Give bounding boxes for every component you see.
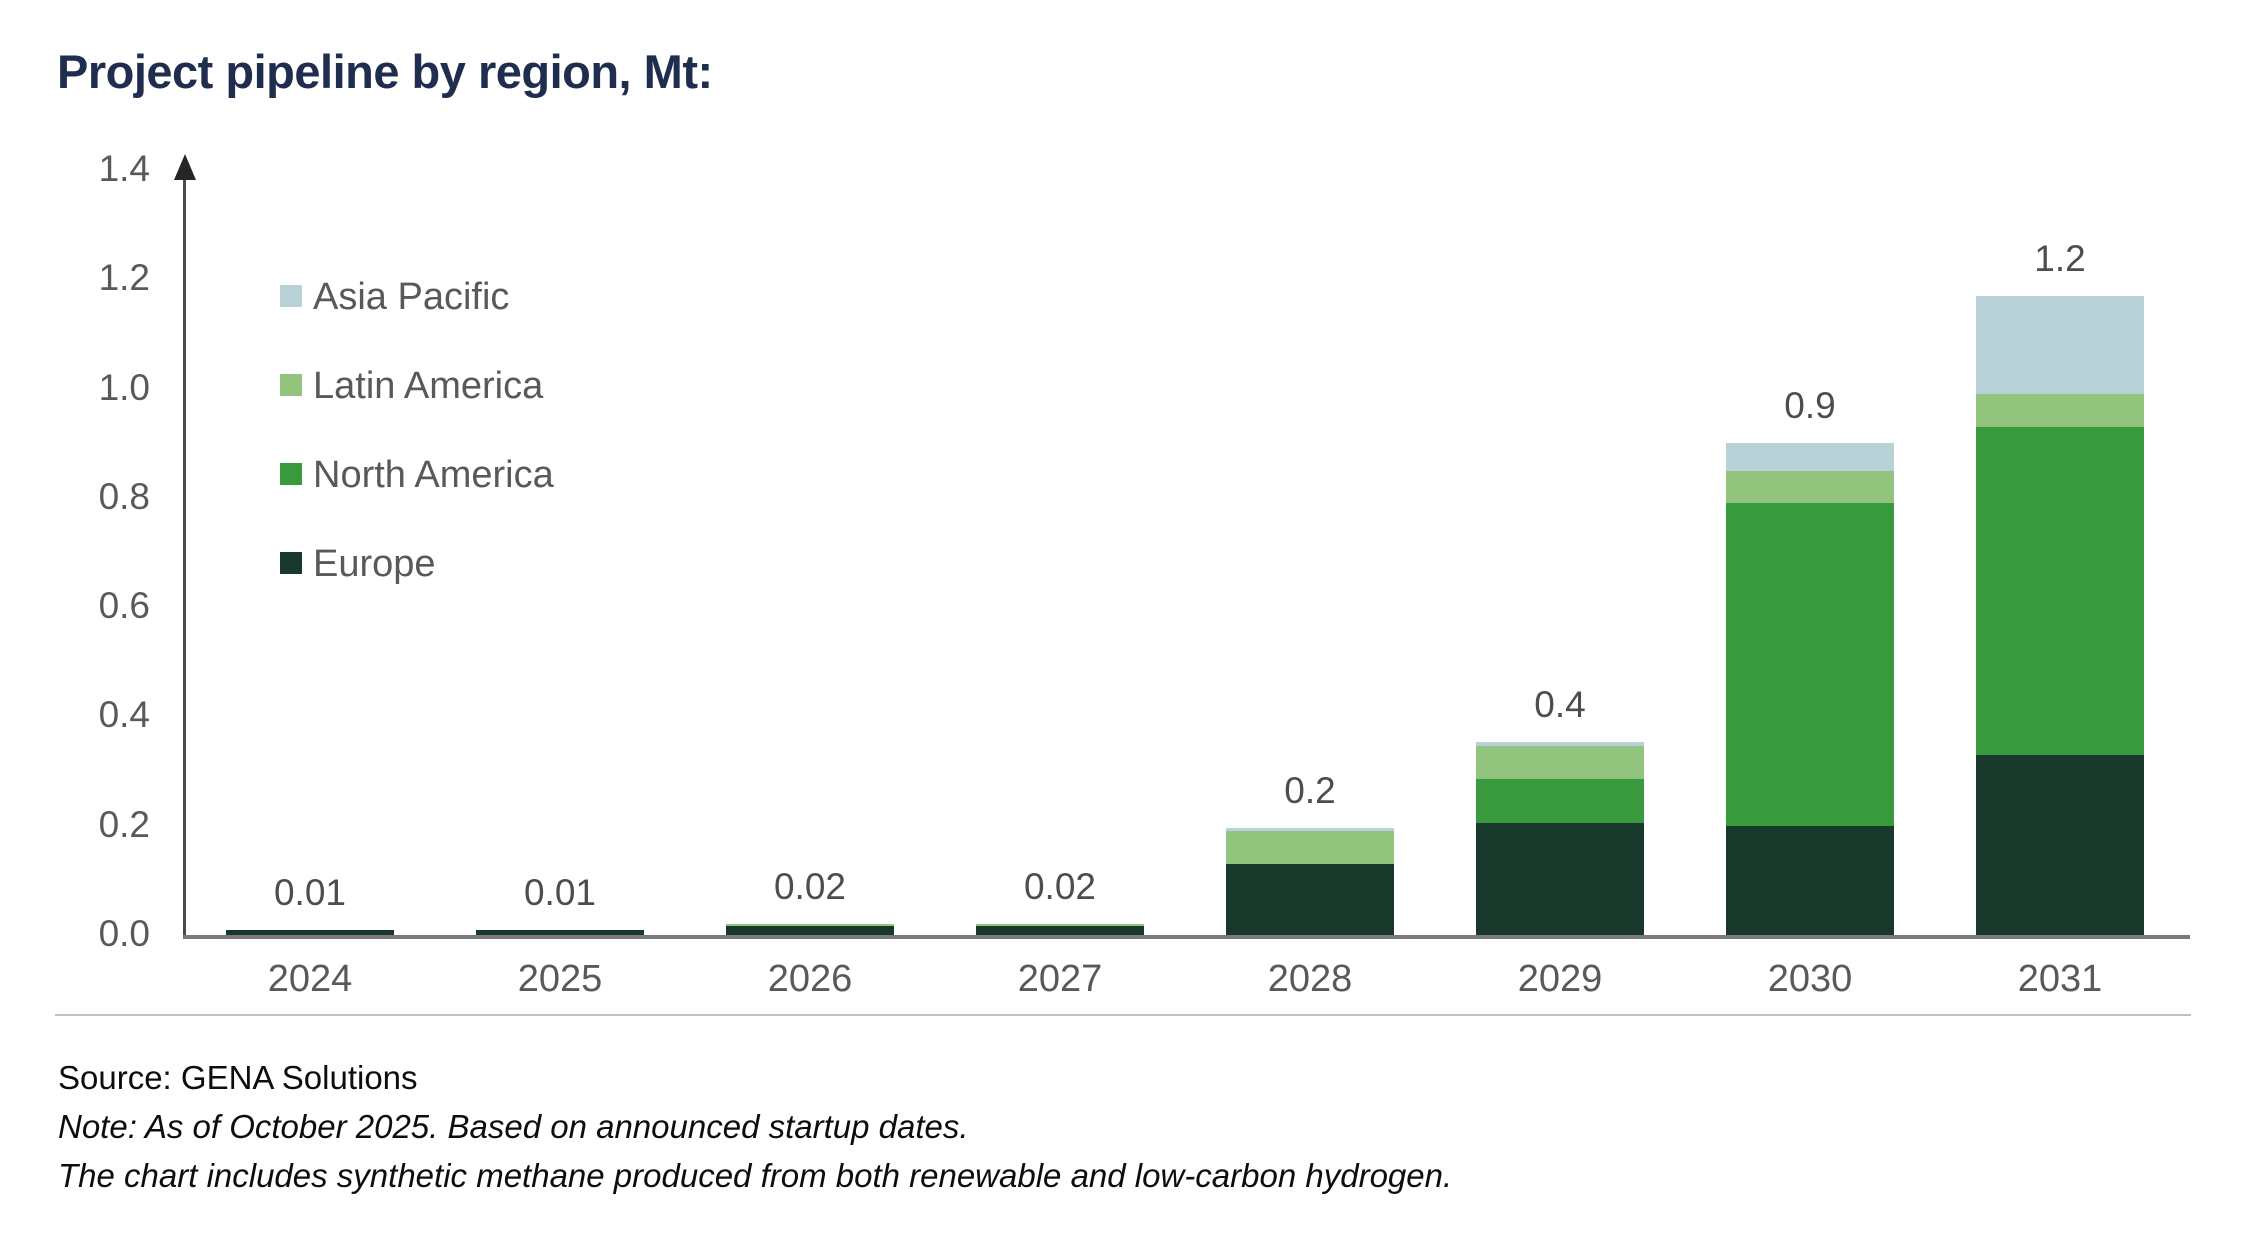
bar-segment (1726, 825, 1894, 935)
bar-segment (1226, 831, 1394, 864)
footer: Source: GENA Solutions Note: As of Octob… (58, 1053, 1452, 1200)
bar-total-label: 0.01 (273, 871, 346, 913)
footer-divider (55, 1014, 2191, 1016)
bar-segment (726, 926, 894, 935)
y-axis-line (183, 170, 186, 939)
legend-swatch (280, 552, 302, 574)
source-text: Source: GENA Solutions (58, 1059, 418, 1096)
bar-total-label: 0.9 (1784, 385, 1836, 427)
note-line-2: The chart includes synthetic methane pro… (58, 1157, 1453, 1194)
bar-total-label: 0.02 (1023, 866, 1096, 908)
legend-swatch (280, 374, 302, 396)
bar-segment (1476, 822, 1644, 935)
bar-segment (1476, 779, 1644, 823)
chart-title: Project pipeline by region, Mt: (57, 45, 713, 98)
bar-total-label: 0.02 (773, 866, 846, 908)
bar-segment (1976, 426, 2144, 755)
bar-total-label: 1.2 (2034, 237, 2086, 279)
legend-swatch (280, 463, 302, 485)
bar-segment (1476, 742, 1644, 747)
bar-segment (726, 924, 894, 927)
x-tick-label: 2030 (1767, 958, 1853, 1000)
x-axis-line (183, 935, 2190, 939)
legend-label: Asia Pacific (313, 276, 510, 318)
bar-segment (476, 929, 644, 935)
x-tick-label: 2029 (1517, 958, 1603, 1000)
legend-label: Europe (313, 543, 436, 585)
bar-total-label: 0.01 (523, 871, 596, 913)
y-tick-label: 0.6 (98, 585, 150, 627)
y-tick-label: 0.2 (98, 803, 150, 845)
x-tick-label: 2031 (2017, 958, 2103, 1000)
y-axis-arrow-icon (173, 154, 196, 180)
x-tick-label: 2028 (1267, 958, 1353, 1000)
bar-segment (976, 924, 1144, 927)
bar-total-label: 0.4 (1534, 684, 1586, 726)
x-tick-label: 2025 (517, 958, 603, 1000)
bar-segment (1476, 746, 1644, 780)
x-tick-label: 2027 (1017, 958, 1103, 1000)
bar-segment (1726, 470, 1894, 504)
bar-segment (1976, 754, 2144, 935)
bar-segment (1976, 394, 2144, 427)
bar-segment (1976, 295, 2144, 395)
bar-segment (1726, 443, 1894, 471)
y-tick-label: 1.4 (98, 148, 150, 190)
y-tick-label: 0.4 (98, 694, 150, 736)
bar-total-label: 0.2 (1284, 770, 1336, 812)
x-tick-label: 2024 (267, 958, 353, 1000)
y-tick-label: 1.2 (98, 257, 150, 299)
legend-label: North America (313, 454, 554, 496)
legend-swatch (280, 285, 302, 307)
y-tick-label: 0.0 (98, 913, 150, 954)
x-tick-label: 2026 (767, 958, 853, 1000)
note-line-1: Note: As of October 2025. Based on annou… (58, 1108, 969, 1145)
y-tick-label: 1.0 (98, 366, 150, 408)
bar-segment (1226, 863, 1394, 935)
bar-segment (976, 926, 1144, 935)
bar-segment (1726, 503, 1894, 826)
bar-segment (226, 929, 394, 935)
bar-segment (1226, 828, 1394, 832)
legend-label: Latin America (313, 365, 544, 407)
y-tick-label: 0.8 (98, 475, 150, 517)
